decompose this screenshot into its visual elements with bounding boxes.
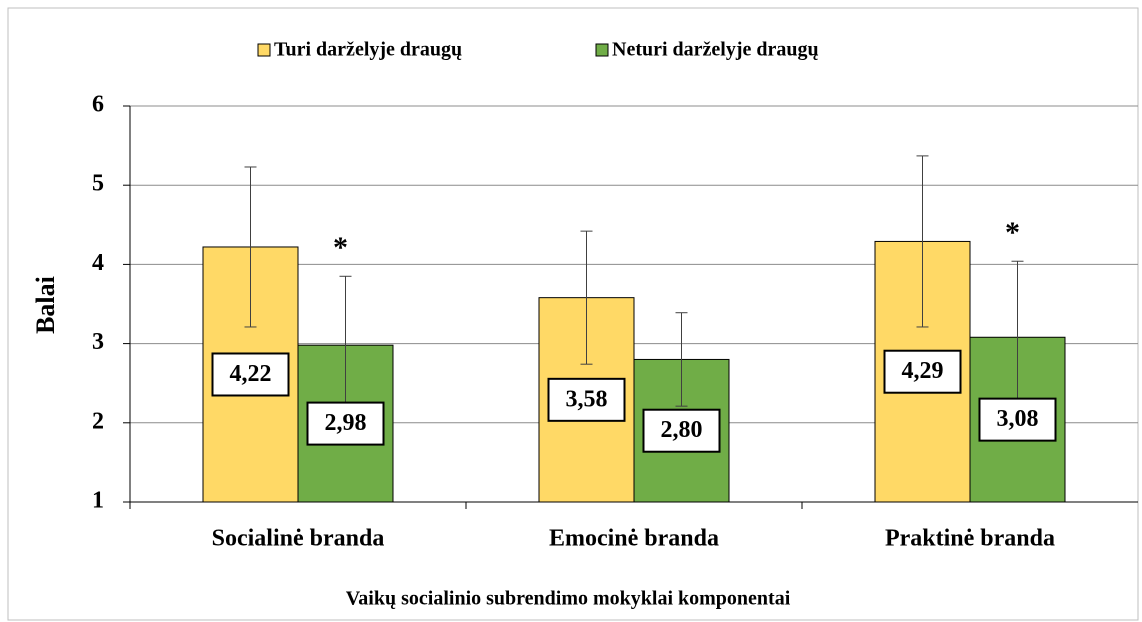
value-label: 4,29: [902, 358, 944, 384]
annotation: *: [333, 231, 348, 264]
value-label-box: [883, 349, 962, 394]
value-label: 2,80: [661, 417, 703, 443]
legend-swatch: [257, 43, 271, 57]
error-bar: [244, 166, 257, 328]
value-label-box: [211, 352, 290, 397]
value-label: 4,22: [230, 361, 272, 387]
x-tick-label: Socialinė branda: [212, 526, 385, 552]
legend-label: Turi darželyje draugų: [274, 39, 462, 61]
y-axis-label: Balai: [31, 276, 60, 334]
value-label: 3,08: [997, 406, 1039, 432]
error-bar: [916, 155, 929, 328]
value-label-box: [547, 377, 626, 422]
x-tick-label: Emocinė branda: [549, 526, 719, 552]
legend-swatch: [595, 43, 609, 57]
y-tick-label: 5: [92, 171, 104, 197]
y-tick-label: 1: [92, 488, 104, 514]
value-label-box: [306, 401, 385, 446]
annotation: *: [1005, 216, 1020, 249]
y-tick-label: 3: [92, 329, 104, 355]
y-tick-label: 2: [92, 408, 104, 434]
x-axis-label: Vaikų socialinio subrendimo mokyklai kom…: [346, 588, 791, 610]
value-label: 2,98: [325, 410, 367, 436]
y-tick-label: 6: [92, 92, 104, 118]
x-tick-label: Praktinė branda: [885, 526, 1055, 552]
value-label: 3,58: [566, 386, 608, 412]
legend-label: Neturi darželyje draugų: [612, 39, 819, 61]
error-bar: [675, 312, 688, 407]
value-label-box: [978, 397, 1057, 442]
value-label-box: [642, 408, 721, 453]
error-bar: [580, 230, 593, 365]
y-tick-label: 4: [92, 250, 104, 276]
